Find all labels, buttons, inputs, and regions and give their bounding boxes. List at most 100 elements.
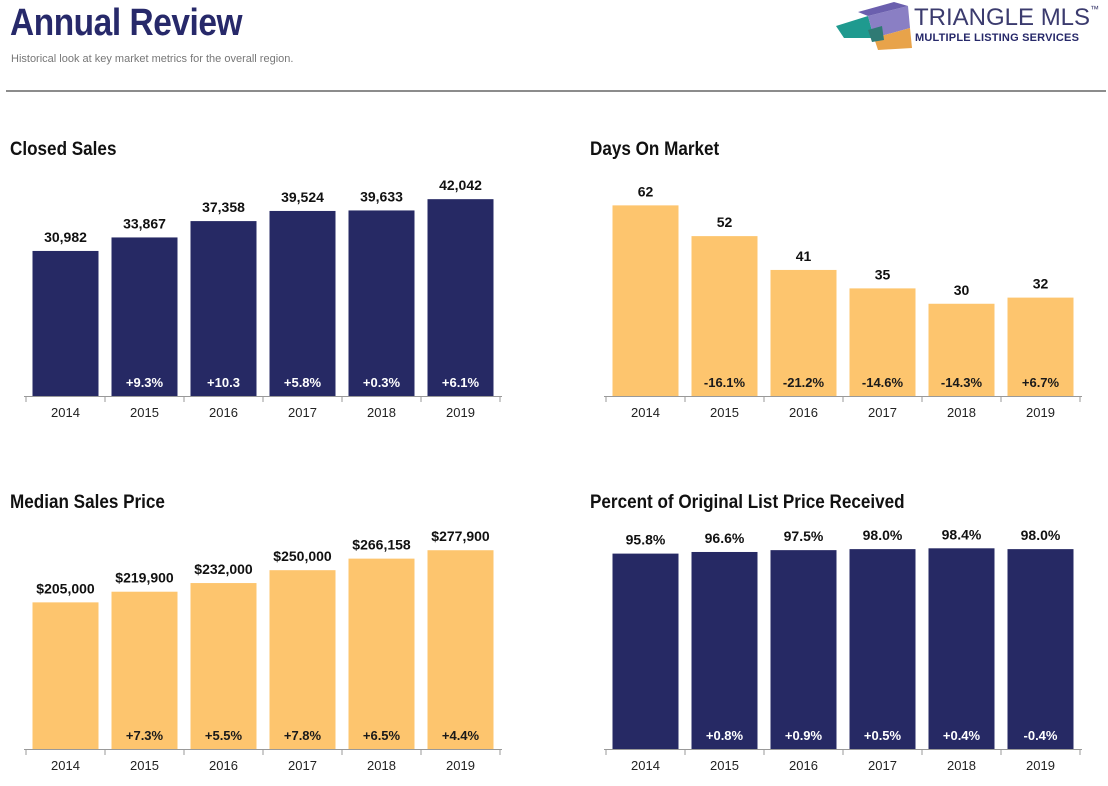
- median-sales-price-bar-2017: [269, 570, 336, 749]
- closed-sales-tick-label: 2015: [130, 405, 159, 420]
- pct-list-price-bar-2019: [1007, 549, 1074, 749]
- days-on-market-bar-2016: [770, 269, 837, 396]
- chart-title-pct-list-price: Percent of Original List Price Received: [590, 492, 905, 513]
- closed-sales-change-label: +6.1%: [442, 375, 480, 390]
- median-sales-price-tick-label: 2015: [130, 758, 159, 773]
- logo-tagline: MULTIPLE LISTING SERVICES: [915, 32, 1080, 44]
- closed-sales-tick-label: 2017: [288, 405, 317, 420]
- closed-sales-change-label: +0.3%: [363, 375, 401, 390]
- median-sales-price-change-label: +7.8%: [284, 728, 322, 743]
- median-sales-price-tick-label: 2017: [288, 758, 317, 773]
- median-sales-price-bar-2018: [348, 558, 415, 749]
- days-on-market-tick-label: 2016: [789, 405, 818, 420]
- median-sales-price-value-label: $219,900: [115, 570, 174, 586]
- median-sales-price-change-label: +4.4%: [442, 728, 480, 743]
- pct-list-price-change-label: +0.4%: [943, 728, 981, 743]
- pct-list-price-change-label: +0.5%: [864, 728, 902, 743]
- pct-list-price-bar-2015: [691, 551, 758, 749]
- days-on-market-bar-2017: [849, 288, 916, 396]
- pct-list-price-bar-2018: [928, 548, 995, 749]
- pct-list-price-value-label: 98.4%: [942, 526, 982, 542]
- days-on-market-tick-label: 2018: [947, 405, 976, 420]
- triangle-logo-icon: [836, 2, 912, 50]
- header-divider: [6, 90, 1106, 92]
- days-on-market-tick-label: 2017: [868, 405, 897, 420]
- median-sales-price-change-label: +6.5%: [363, 728, 401, 743]
- median-sales-price-value-label: $205,000: [36, 580, 95, 596]
- pct-list-price-value-label: 96.6%: [705, 530, 745, 546]
- median-sales-price-bar-2016: [190, 583, 257, 749]
- pct-list-price-value-label: 95.8%: [626, 532, 666, 548]
- closed-sales-value-label: 39,524: [281, 189, 324, 205]
- median-sales-price-tick-label: 2018: [367, 758, 396, 773]
- days-on-market-value-label: 52: [717, 214, 733, 230]
- pct-list-price-value-label: 97.5%: [784, 528, 824, 544]
- pct-list-price-tick-label: 2014: [631, 758, 660, 773]
- closed-sales-bar-2019: [427, 199, 494, 396]
- pct-list-price-tick-label: 2019: [1026, 758, 1055, 773]
- page-title: Annual Review: [10, 2, 243, 44]
- median-sales-price-tick-label: 2019: [446, 758, 475, 773]
- median-sales-price-change-label: +7.3%: [126, 728, 164, 743]
- days-on-market-tick-label: 2014: [631, 405, 660, 420]
- days-on-market-bar-2019: [1007, 297, 1074, 396]
- pct-list-price-bar-2014: [612, 553, 679, 749]
- median-sales-price-value-label: $277,900: [431, 528, 490, 544]
- pct-list-price-bar-2017: [849, 549, 916, 749]
- median-sales-price-value-label: $266,158: [352, 537, 411, 553]
- closed-sales-change-label: +5.8%: [284, 375, 322, 390]
- closed-sales-value-label: 30,982: [44, 229, 87, 245]
- days-on-market-value-label: 62: [638, 183, 654, 199]
- median-sales-price-change-label: +5.5%: [205, 728, 243, 743]
- pct-list-price-bar-2016: [770, 550, 837, 749]
- chart-title-median-sales-price: Median Sales Price: [10, 492, 165, 513]
- median-sales-price-bar-2019: [427, 550, 494, 749]
- closed-sales-bar-2014: [32, 250, 99, 396]
- pct-list-price-change-label: +0.8%: [706, 728, 744, 743]
- pct-list-price-change-label: -0.4%: [1024, 728, 1058, 743]
- days-on-market-tick-label: 2019: [1026, 405, 1055, 420]
- closed-sales-value-label: 33,867: [123, 215, 166, 231]
- pct-list-price-change-label: +0.9%: [785, 728, 823, 743]
- closed-sales-value-label: 37,358: [202, 199, 245, 215]
- days-on-market-chart: 62 2014 52 -16.1% 2015 41 -21.2% 2016 35 -14.6% 20…: [604, 183, 1082, 420]
- pct-list-price-chart: 95.8% 2014 96.6% +0.8% 2015 97.5% +0.9% 2016 98.…: [604, 526, 1082, 773]
- median-sales-price-tick-label: 2014: [51, 758, 80, 773]
- days-on-market-change-label: -14.6%: [862, 375, 904, 390]
- pct-list-price-tick-label: 2018: [947, 758, 976, 773]
- median-sales-price-bar-2015: [111, 591, 178, 749]
- median-sales-price-value-label: $250,000: [273, 548, 332, 564]
- closed-sales-value-label: 39,633: [360, 188, 403, 204]
- median-sales-price-tick-label: 2016: [209, 758, 238, 773]
- days-on-market-bar-2014: [612, 205, 679, 396]
- days-on-market-bar-2018: [928, 303, 995, 396]
- closed-sales-tick-label: 2016: [209, 405, 238, 420]
- chart-title-closed-sales: Closed Sales: [10, 139, 117, 160]
- closed-sales-bar-2016: [190, 221, 257, 396]
- median-sales-price-bar-2014: [32, 602, 99, 749]
- triangle-mls-logo: TRIANGLE MLS™ MULTIPLE LISTING SERVICES: [834, 0, 1100, 54]
- pct-list-price-value-label: 98.0%: [863, 527, 903, 543]
- days-on-market-tick-label: 2015: [710, 405, 739, 420]
- pct-list-price-tick-label: 2017: [868, 758, 897, 773]
- median-sales-price-value-label: $232,000: [194, 561, 253, 577]
- closed-sales-bar-2018: [348, 210, 415, 396]
- days-on-market-value-label: 41: [796, 248, 812, 264]
- closed-sales-bar-2017: [269, 210, 336, 396]
- days-on-market-value-label: 30: [954, 282, 970, 298]
- days-on-market-value-label: 32: [1033, 276, 1049, 292]
- closed-sales-tick-label: 2014: [51, 405, 80, 420]
- pct-list-price-value-label: 98.0%: [1021, 527, 1061, 543]
- days-on-market-change-label: +6.7%: [1022, 375, 1060, 390]
- closed-sales-tick-label: 2018: [367, 405, 396, 420]
- days-on-market-value-label: 35: [875, 266, 891, 282]
- pct-list-price-tick-label: 2016: [789, 758, 818, 773]
- closed-sales-change-label: +9.3%: [126, 375, 164, 390]
- chart-title-days-on-market: Days On Market: [590, 139, 720, 160]
- days-on-market-change-label: -16.1%: [704, 375, 746, 390]
- logo-wordmark: TRIANGLE MLS™: [914, 4, 1100, 31]
- median-sales-price-chart: $205,000 2014 $219,900 +7.3% 2015 $232,000 +5.…: [24, 528, 502, 773]
- days-on-market-change-label: -21.2%: [783, 375, 825, 390]
- closed-sales-chart: 30,982 2014 33,867 +9.3% 2015 37,358 +10.3 2016…: [24, 177, 502, 420]
- days-on-market-bar-2015: [691, 236, 758, 396]
